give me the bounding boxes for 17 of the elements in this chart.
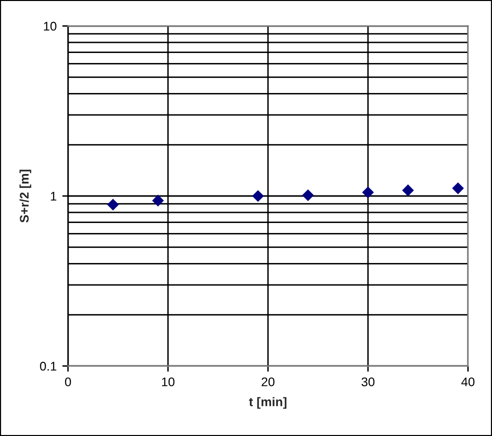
y-tick-label: 1 bbox=[50, 192, 56, 201]
y-axis-title: S+r/2 [m] bbox=[20, 170, 32, 223]
point bbox=[152, 194, 164, 206]
y-tick-label: 0.1 bbox=[40, 362, 56, 371]
x-tick-label: 30 bbox=[362, 377, 374, 386]
x-tick-label: 10 bbox=[162, 377, 174, 386]
x-axis-title: t [min] bbox=[249, 397, 286, 409]
x-tick-label: 20 bbox=[262, 377, 274, 386]
y-tick-label: 10 bbox=[44, 22, 56, 31]
x-tick-label: 40 bbox=[461, 377, 474, 386]
point bbox=[402, 184, 414, 196]
x-tick-label: 0 bbox=[65, 377, 71, 386]
point bbox=[252, 190, 264, 202]
point bbox=[452, 182, 464, 194]
point bbox=[362, 186, 374, 198]
point bbox=[107, 198, 119, 210]
point bbox=[302, 189, 314, 202]
